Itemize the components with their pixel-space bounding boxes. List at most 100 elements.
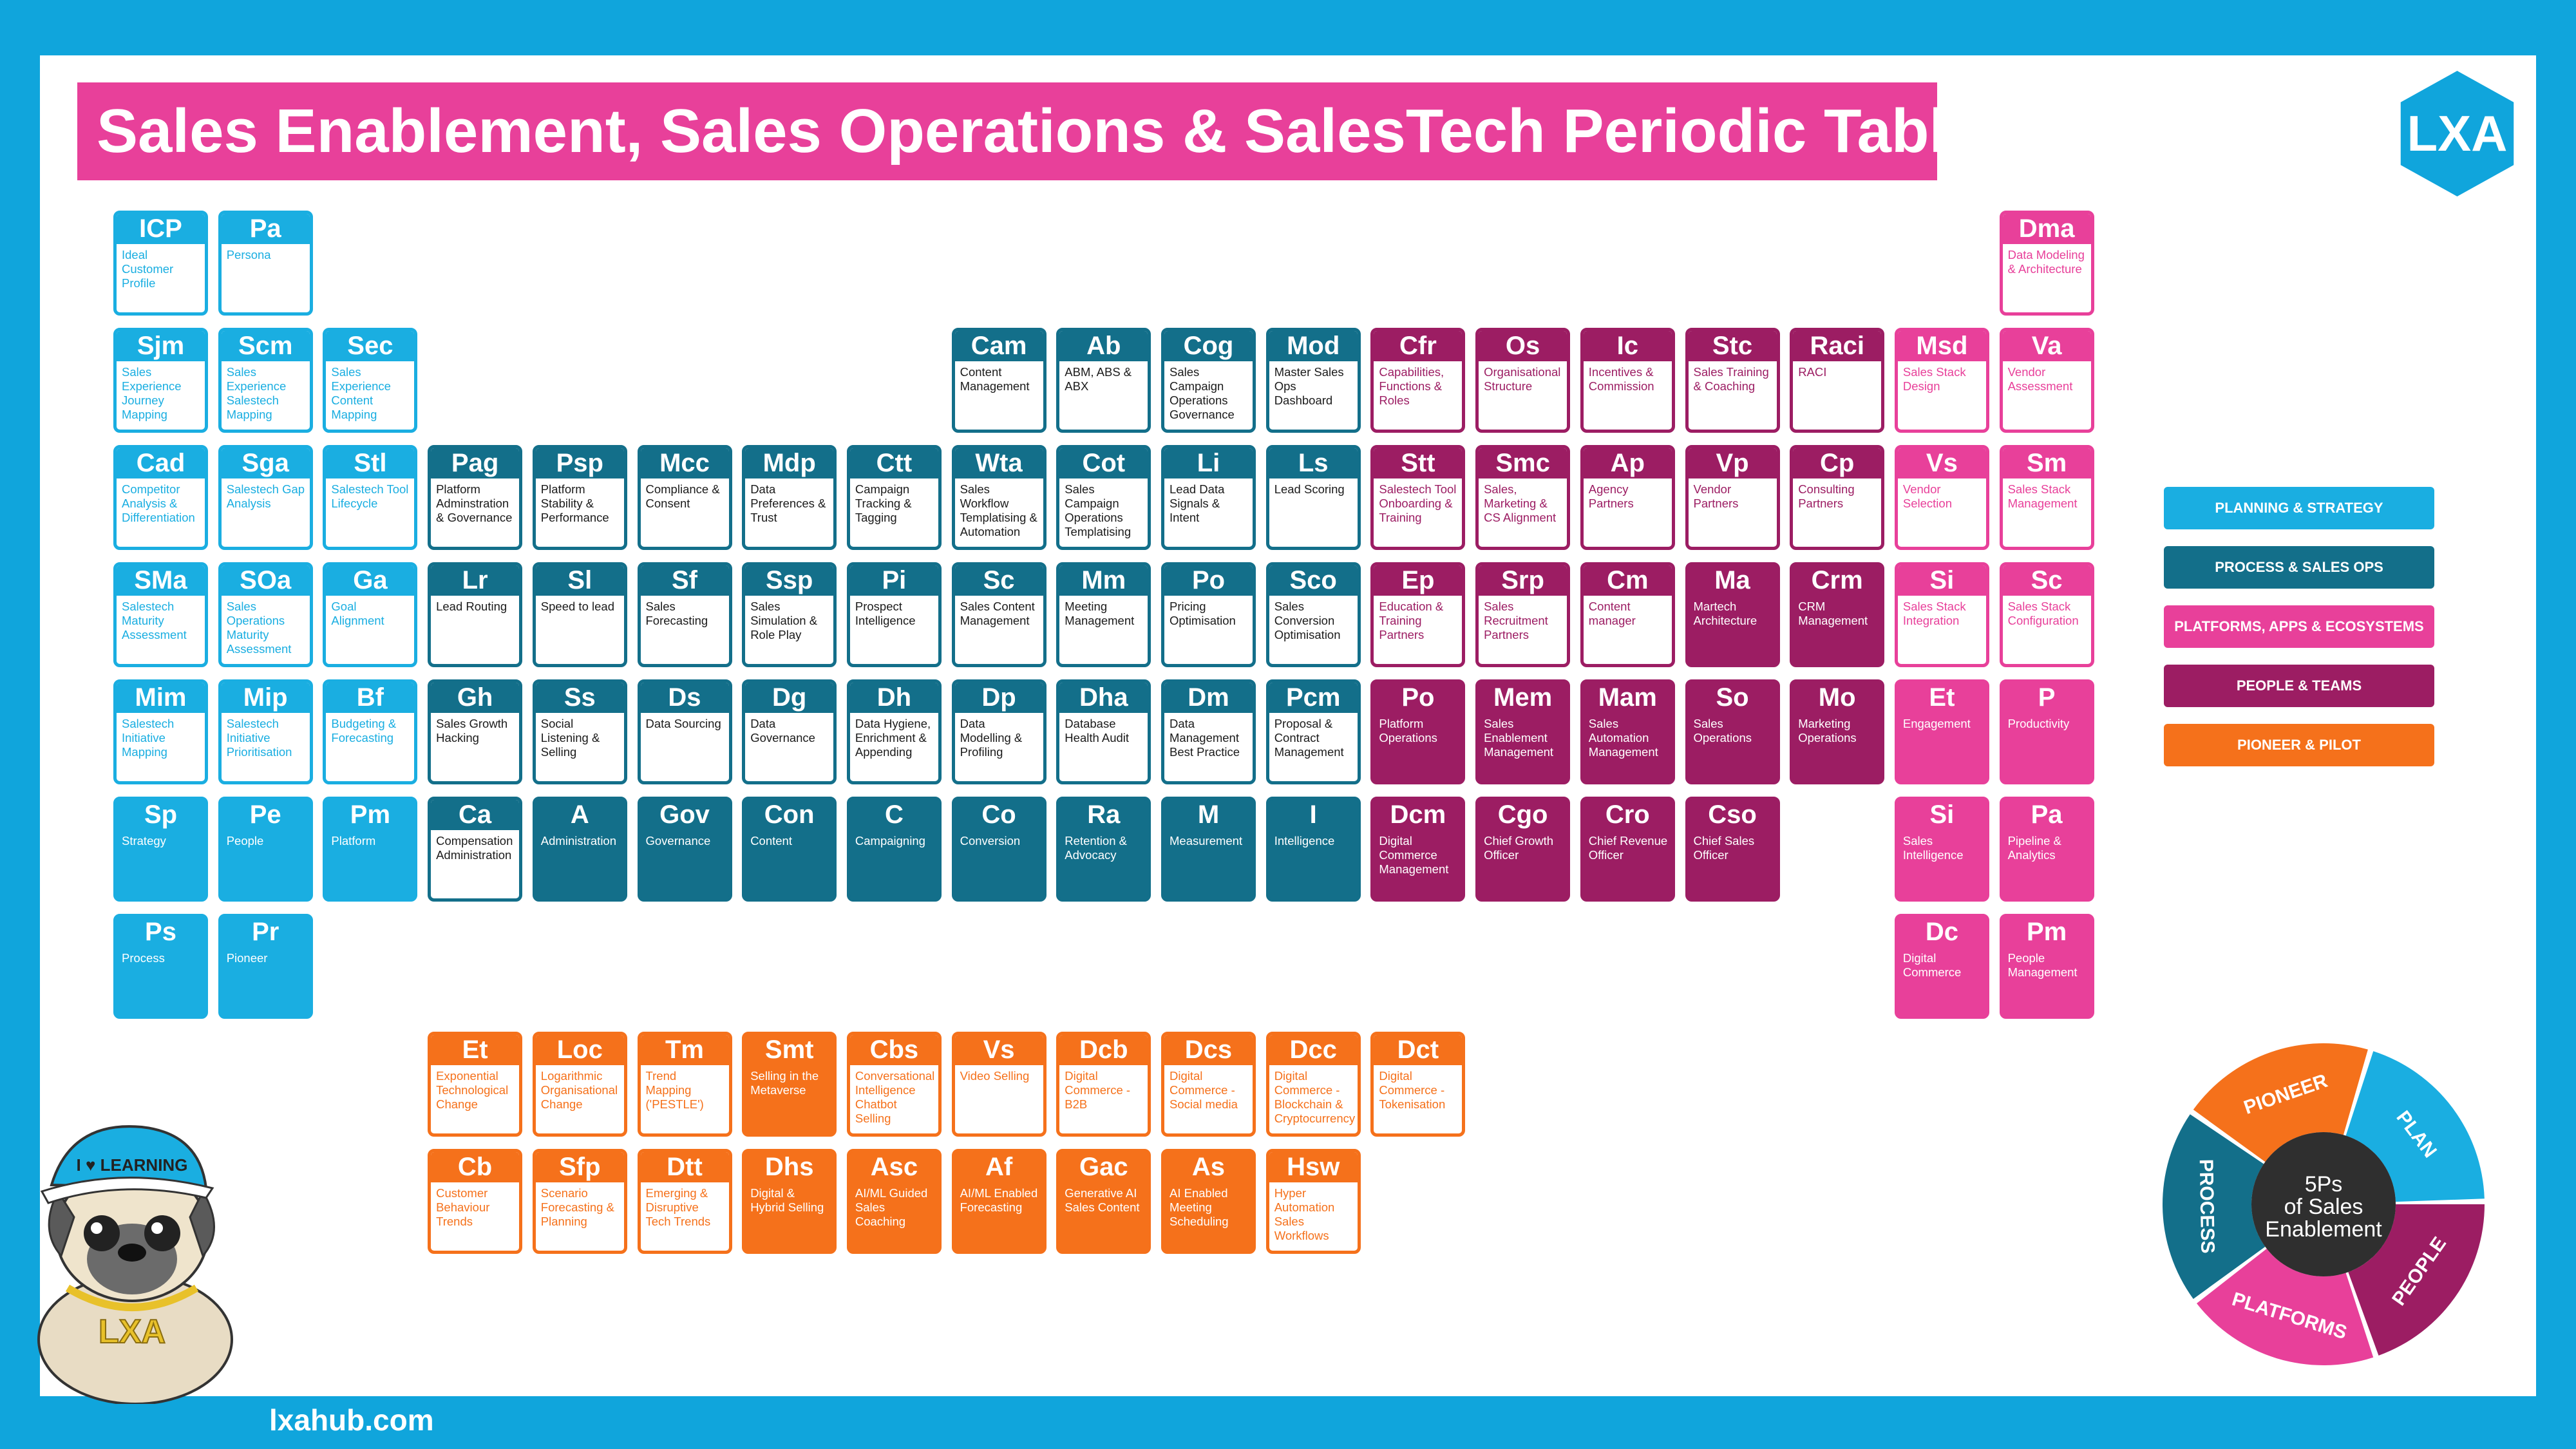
tile-symbol: Et [431, 1035, 520, 1065]
tile-name: Chief Revenue Officer [1588, 834, 1668, 862]
tile-os: Os Organisational Structure [1475, 328, 1571, 433]
tile-symbol: Cm [1583, 565, 1672, 596]
tile-name: Scenario Forecasting & Planning [540, 1186, 614, 1228]
tile-symbol: Ap [1583, 448, 1672, 478]
tile-ssp: Ssp Sales Simulation & Role Play [742, 562, 837, 667]
tile-name: Logarithmic Organisational Change [540, 1069, 618, 1111]
tile-ab: Ab ABM, ABS & ABX [1056, 328, 1151, 433]
tile-symbol: I [1269, 800, 1358, 830]
tile-as: As AI Enabled Meeting Scheduling [1161, 1149, 1256, 1254]
tile-symbol: So [1688, 683, 1777, 713]
tile-symbol: Cam [954, 331, 1043, 361]
legend-item-people: PEOPLE & TEAMS [2164, 665, 2434, 707]
tile-mdp: Mdp Data Preferences & Trust [742, 445, 837, 550]
lxa-logo: LXA [2400, 71, 2514, 196]
tile-name: Conversion [960, 834, 1021, 848]
tile-name: Content manager [1588, 600, 1636, 627]
tile-symbol: Hsw [1269, 1152, 1358, 1182]
tile-symbol: C [849, 800, 938, 830]
tile-name: CRM Management [1798, 600, 1868, 627]
tile-symbol: Sm [2002, 448, 2091, 478]
tile-name: RACI [1798, 365, 1827, 379]
legend: PLANNING & STRATEGY PROCESS & SALES OPS PL… [2164, 487, 2434, 783]
tile-name: Social Listening & Selling [540, 717, 600, 759]
tile-sma: SMa Salestech Maturity Assessment [113, 562, 208, 667]
tile-symbol: Mem [1479, 683, 1567, 713]
tile-name: Competitor Analysis & Differentiation [122, 482, 195, 524]
tile-symbol: Ss [535, 683, 624, 713]
tile-symbol: Sga [221, 448, 310, 478]
legend-item-platforms: PLATFORMS, APPS & ECOSYSTEMS [2164, 605, 2434, 648]
tile-vp: Vp Vendor Partners [1685, 445, 1780, 550]
tile-ca: Ca Compensation Administration [428, 797, 523, 902]
tile-name: Administration [540, 834, 617, 848]
tile-name: Compliance & Consent [645, 482, 720, 510]
tile-gh: Gh Sales Growth Hacking [428, 679, 523, 784]
tile-ic: Ic Incentives & Commission [1580, 328, 1675, 433]
tile-name: Data Management Best Practice [1170, 717, 1240, 759]
tile-cam: Cam Content Management [951, 328, 1046, 433]
website-link[interactable]: lxahub.com [269, 1403, 434, 1437]
tile-tm: Tm Trend Mapping ('PESTLE') [637, 1032, 732, 1137]
tile-name: Platform Operations [1379, 717, 1437, 744]
tile-icp: ICP Ideal Customer Profile [113, 211, 208, 316]
tile-symbol: Psp [535, 448, 624, 478]
tile-name: Sales Conversion Optimisation [1274, 600, 1341, 641]
tile-name: Pipeline & Analytics [2007, 834, 2061, 862]
tile-con: Con Content [742, 797, 837, 902]
tile-name: Sales Automation Management [1588, 717, 1658, 759]
tile-scm: Scm Sales Experience Salestech Mapping [218, 328, 313, 433]
tile-symbol: Pm [326, 800, 415, 830]
tile-symbol: Scm [221, 331, 310, 361]
tile-name: Education & Training Partners [1379, 600, 1444, 641]
tile-symbol: Dcs [1164, 1035, 1253, 1065]
tile-symbol: Dct [1374, 1035, 1463, 1065]
tile-symbol: Con [745, 800, 834, 830]
tile-name: Sales Operations [1693, 717, 1752, 744]
tile-symbol: Tm [640, 1035, 729, 1065]
tile-name: Productivity [2007, 717, 2070, 730]
tile-name: Sales Intelligence [1902, 834, 1964, 862]
tile-pag: Pag Platform Adminstration & Governance [428, 445, 523, 550]
tile-symbol: Co [954, 800, 1043, 830]
tile-name: Exponential Technological Change [436, 1069, 509, 1111]
tile-sc: Sc Sales Content Management [951, 562, 1046, 667]
tile-mod: Mod Master Sales Ops Dashboard [1265, 328, 1361, 433]
tile-name: Trend Mapping ('PESTLE') [645, 1069, 704, 1111]
tile-name: Data Sourcing [645, 717, 721, 730]
tile-symbol: Pe [221, 800, 310, 830]
tile-so: So Sales Operations [1685, 679, 1780, 784]
tile-symbol: Raci [1793, 331, 1882, 361]
tile-sc: Sc Sales Stack Configuration [1999, 562, 2094, 667]
tile-name: Data Hygiene, Enrichment & Appending [855, 717, 931, 759]
tile-i: I Intelligence [1265, 797, 1361, 902]
tile-name: Incentives & Commission [1588, 365, 1654, 393]
tile-name: Speed to lead [540, 600, 614, 613]
tile-asc: Asc AI/ML Guided Sales Coaching [846, 1149, 942, 1254]
tile-symbol: Dha [1059, 683, 1148, 713]
tile-name: Video Selling [960, 1069, 1030, 1083]
tile-ga: Ga Goal Alignment [323, 562, 418, 667]
tile-af: Af AI/ML Enabled Forecasting [951, 1149, 1046, 1254]
tile-symbol: Mcc [640, 448, 729, 478]
tile-cfr: Cfr Capabilities, Functions & Roles [1370, 328, 1466, 433]
tile-sjm: Sjm Sales Experience Journey Mapping [113, 328, 208, 433]
wheel-label-process: PROCESS [2195, 1159, 2219, 1254]
tile-ds: Ds Data Sourcing [637, 679, 732, 784]
tile-name: Prospect Intelligence [855, 600, 916, 627]
tile-name: Digital Commerce - B2B [1065, 1069, 1131, 1111]
tile-name: Vendor Selection [1902, 482, 1952, 510]
tile-name: Selling in the Metaverse [750, 1069, 819, 1097]
legend-item-process: PROCESS & SALES OPS [2164, 546, 2434, 589]
tile-symbol: Gac [1059, 1152, 1148, 1182]
tile-name: Lead Scoring [1274, 482, 1345, 496]
tile-symbol: Stt [1374, 448, 1463, 478]
tile-ctt: Ctt Campaign Tracking & Tagging [846, 445, 942, 550]
tile-name: Sales Experience Journey Mapping [122, 365, 182, 421]
tile-symbol: Sc [2002, 565, 2091, 596]
tile-name: Marketing Operations [1798, 717, 1857, 744]
tile-stt: Stt Salestech Tool Onboarding & Training [1370, 445, 1466, 550]
tile-name: Data Modeling & Architecture [2007, 248, 2085, 276]
tile-dcb: Dcb Digital Commerce - B2B [1056, 1032, 1151, 1137]
tile-name: Customer Behaviour Trends [436, 1186, 490, 1228]
